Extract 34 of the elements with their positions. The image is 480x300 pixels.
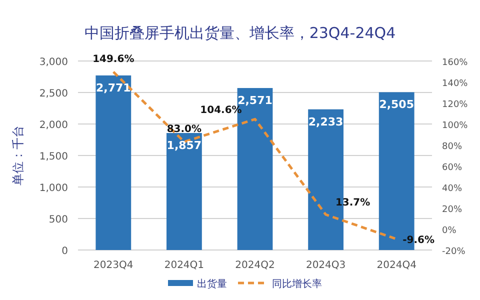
x-tick-label: 2024Q2: [235, 260, 275, 271]
y-tick-label: 2,500: [39, 88, 68, 100]
y2-tick-label: 40%: [442, 184, 462, 194]
y2-tick-label: 100%: [442, 121, 468, 131]
y2-tick-label: 0%: [442, 226, 457, 236]
y-tick-label: 2,000: [39, 120, 68, 131]
x-tick-label: 2024Q4: [376, 260, 416, 271]
x-tick-label: 2023Q4: [94, 260, 134, 271]
data-label: 1,857: [166, 139, 202, 152]
chart-title: 中国折叠屏手机出货量、增长率，23Q4-24Q4: [84, 24, 396, 42]
data-label: 2,571: [238, 94, 272, 108]
y2-tick-label: 160%: [442, 58, 468, 68]
y-tick-label: 3,000: [39, 57, 68, 68]
y2-tick-label: 80%: [442, 142, 462, 152]
y2-tick-label: 60%: [442, 163, 462, 173]
y-tick-label: 500: [48, 214, 68, 226]
data-label: 149.6%: [92, 54, 134, 65]
x-tick-label: 2024Q3: [306, 260, 346, 271]
x-tick-label: 2024Q1: [164, 260, 204, 271]
data-label: 2,505: [379, 98, 414, 112]
y2-tick-label: -20%: [442, 247, 466, 257]
data-label: 2,771: [96, 81, 131, 94]
y2-tick-label: 120%: [442, 100, 468, 110]
bar: [96, 75, 132, 250]
legend-label: 出货量: [197, 278, 227, 290]
y2-tick-label: 20%: [442, 205, 462, 215]
data-label: 2,233: [308, 115, 344, 128]
y-tick-label: 0: [62, 246, 68, 257]
y2-tick-label: 140%: [442, 79, 468, 89]
y-tick-label: 1,000: [39, 183, 68, 194]
bar: [166, 133, 202, 250]
legend-label: 同比增长率: [272, 278, 322, 290]
y-tick-label: 1,500: [39, 152, 68, 162]
y-axis-title: 单位：千台: [11, 126, 25, 186]
